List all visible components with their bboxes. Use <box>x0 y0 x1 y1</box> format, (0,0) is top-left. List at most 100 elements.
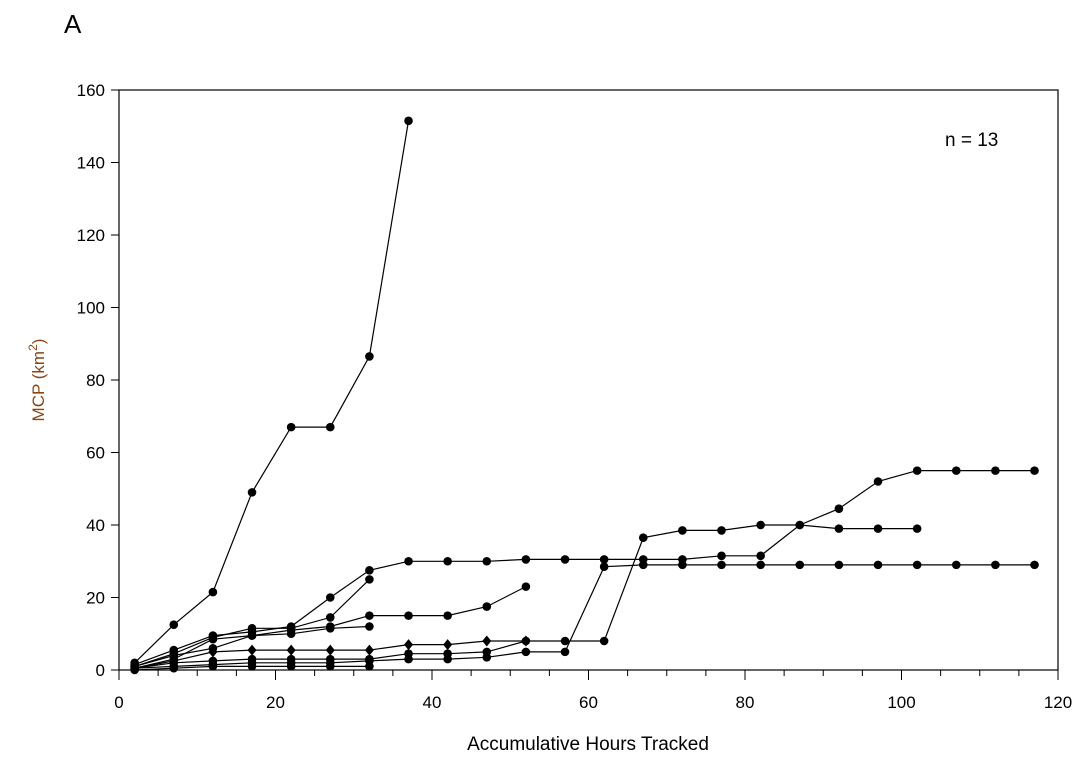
data-point <box>717 526 726 535</box>
data-point <box>443 556 452 566</box>
data-point <box>404 654 413 664</box>
data-point <box>756 551 765 561</box>
data-point <box>756 520 765 530</box>
y-tick-label: 140 <box>77 154 105 173</box>
y-tick-label: 0 <box>96 661 105 680</box>
sample-size-annotation: n = 13 <box>945 130 998 151</box>
data-point <box>912 466 922 475</box>
data-point <box>599 555 609 564</box>
data-point <box>560 636 570 646</box>
data-point <box>482 635 492 647</box>
y-tick-label: 120 <box>77 226 105 245</box>
x-axis-title: Accumulative Hours Tracked <box>467 734 709 755</box>
y-tick-label: 160 <box>77 81 105 100</box>
x-tick-label: 20 <box>266 693 285 712</box>
data-point <box>325 644 335 656</box>
data-point <box>873 477 883 486</box>
series-line <box>134 564 1035 669</box>
series-line <box>134 470 1035 666</box>
y-tick-label: 20 <box>86 589 105 608</box>
data-point <box>208 646 218 658</box>
data-point <box>599 562 609 571</box>
data-point <box>873 524 883 533</box>
data-point <box>443 611 452 620</box>
data-point <box>991 466 1000 475</box>
y-tick-label: 60 <box>86 444 105 463</box>
data-point <box>365 575 374 584</box>
x-tick-label: 100 <box>887 693 915 712</box>
data-point <box>130 665 139 675</box>
data-point <box>365 622 374 631</box>
data-point <box>325 593 335 602</box>
data-point <box>521 647 531 657</box>
data-point <box>404 116 413 126</box>
data-point <box>169 620 179 629</box>
data-point <box>404 611 413 620</box>
y-tick-label: 40 <box>86 516 105 535</box>
data-point <box>169 663 179 673</box>
data-point <box>912 560 922 570</box>
x-tick-label: 120 <box>1044 693 1072 712</box>
series-2 <box>130 466 1039 669</box>
data-point <box>991 560 1000 570</box>
data-point <box>912 524 922 533</box>
data-point <box>247 644 257 656</box>
data-point <box>208 662 218 671</box>
data-point <box>286 422 296 432</box>
series-9 <box>130 662 374 675</box>
data-point <box>325 422 335 432</box>
data-point <box>638 560 648 570</box>
data-point <box>443 654 452 664</box>
data-point <box>795 520 805 530</box>
data-point <box>834 524 844 533</box>
series-layer <box>130 116 1039 675</box>
data-point <box>834 560 844 570</box>
data-point <box>247 488 257 497</box>
data-point <box>678 560 687 570</box>
data-point <box>1030 560 1039 570</box>
series-line <box>134 120 410 664</box>
data-point <box>599 636 609 646</box>
data-point <box>208 587 218 597</box>
data-point <box>325 624 335 633</box>
data-point <box>873 560 883 570</box>
data-point <box>1030 466 1039 475</box>
data-point <box>365 611 374 620</box>
data-point <box>678 526 687 535</box>
series-1 <box>130 116 413 668</box>
data-point <box>951 466 961 475</box>
x-tick-label: 0 <box>114 693 123 712</box>
data-point <box>560 555 570 564</box>
data-point <box>365 662 374 671</box>
data-point <box>521 636 531 646</box>
data-point <box>365 352 374 361</box>
data-point <box>443 639 453 651</box>
data-point <box>717 560 726 570</box>
data-point <box>286 662 296 671</box>
data-point <box>247 662 257 671</box>
data-point <box>951 560 961 570</box>
data-point <box>404 639 414 651</box>
data-point <box>560 647 570 657</box>
data-point <box>365 566 374 575</box>
plot-area-frame <box>118 89 1059 671</box>
data-point <box>247 624 257 633</box>
data-point <box>521 582 531 591</box>
panel-label: A <box>64 9 82 39</box>
x-tick-label: 80 <box>736 693 755 712</box>
data-point <box>325 613 335 622</box>
data-point <box>364 644 374 656</box>
data-point <box>482 653 492 662</box>
data-point <box>717 551 726 561</box>
data-point <box>834 504 844 513</box>
y-axis-title: MCP (km2) <box>26 339 48 422</box>
axes: 0 20 40 60 80 100 120 0 20 40 60 80 100 120 140 160 <box>77 81 1073 712</box>
y-tick-label: 80 <box>86 371 105 390</box>
data-point <box>482 602 492 611</box>
y-axis-title-main: MCP (km <box>29 351 48 422</box>
series-8 <box>130 560 1039 673</box>
data-point <box>325 662 335 671</box>
data-point <box>482 556 492 566</box>
y-tick-label: 100 <box>77 299 105 318</box>
